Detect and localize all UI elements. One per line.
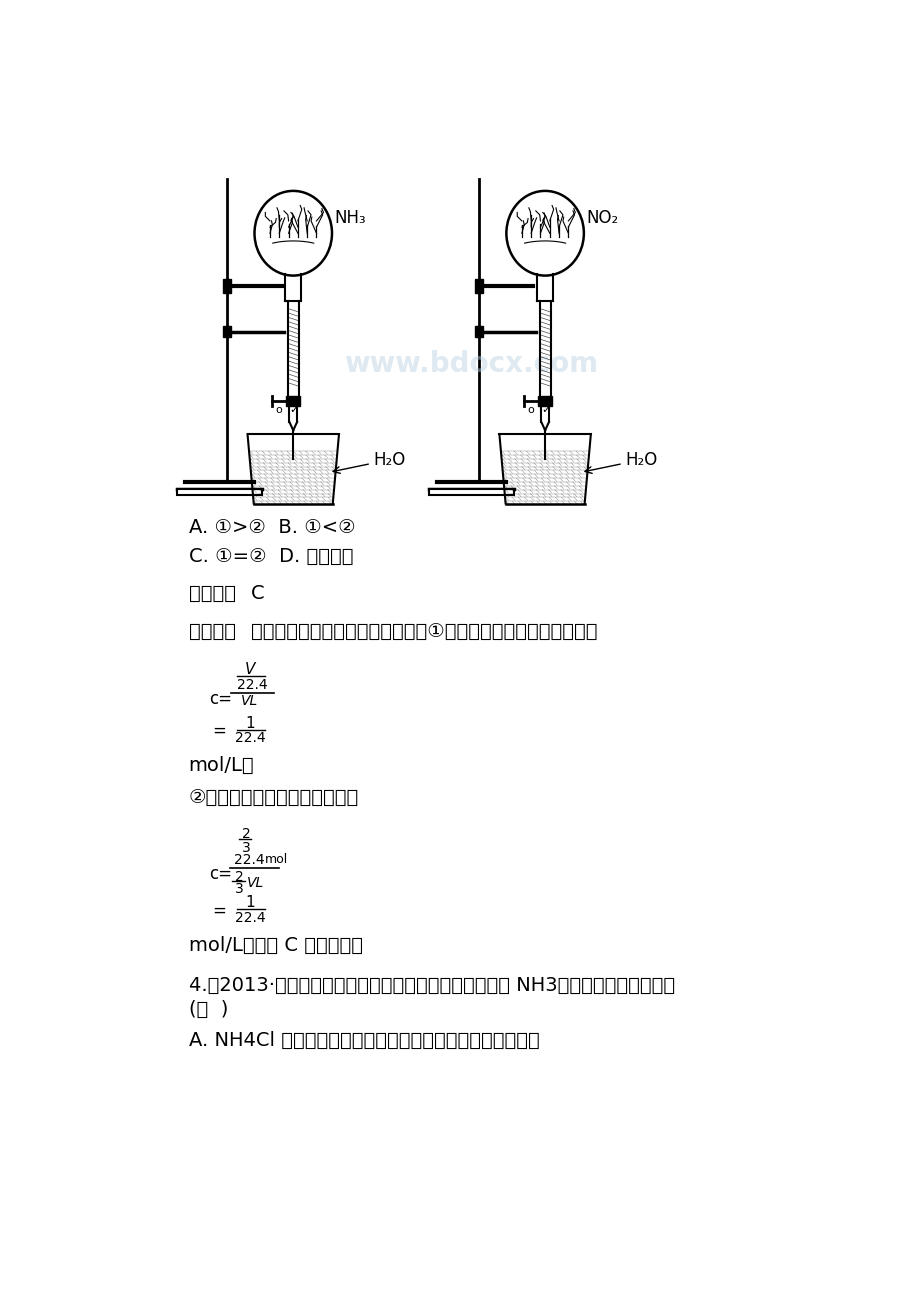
Text: 【点拨】: 【点拨】: [188, 622, 235, 641]
Text: c=: c=: [210, 866, 233, 884]
Text: mol/L；: mol/L；: [188, 756, 254, 775]
Text: (　  ): ( ): [188, 1000, 228, 1019]
Text: ✓: ✓: [289, 405, 299, 415]
Ellipse shape: [505, 191, 584, 276]
Bar: [538, 397, 551, 406]
Text: ②中物质的量浓度计算公式为：: ②中物质的量浓度计算公式为：: [188, 789, 358, 807]
Text: =: =: [211, 901, 225, 919]
Text: V: V: [245, 663, 255, 677]
Text: VL: VL: [246, 876, 264, 891]
Text: A. ①>②  B. ①<②: A. ①>② B. ①<②: [188, 518, 355, 538]
Text: VL: VL: [241, 694, 258, 708]
Text: 4.（2013·试题调研）为了在实验室更简便地制取干燥的 NH3，下列方法中适合的是: 4.（2013·试题调研）为了在实验室更简便地制取干燥的 NH3，下列方法中适合…: [188, 975, 674, 995]
Text: =: =: [211, 723, 225, 741]
Bar: [223, 279, 231, 293]
Text: 22.4: 22.4: [235, 911, 266, 924]
Text: C. ①=②  D. 不能确定: C. ①=② D. 不能确定: [188, 547, 353, 566]
Text: 假设两个容器的状况为标准状况，①中物质的量浓度计算公式为：: 假设两个容器的状况为标准状况，①中物质的量浓度计算公式为：: [250, 622, 596, 641]
Text: H₂O: H₂O: [584, 450, 657, 474]
Text: o: o: [527, 405, 533, 415]
Text: 2: 2: [242, 827, 251, 841]
Text: 3: 3: [242, 841, 251, 855]
Text: C: C: [250, 583, 264, 603]
Ellipse shape: [255, 191, 332, 276]
Text: H₂O: H₂O: [333, 450, 405, 474]
Text: 22.4: 22.4: [235, 732, 266, 746]
Text: o: o: [275, 405, 282, 415]
Text: www.bdocx.com: www.bdocx.com: [344, 350, 598, 378]
Text: ✓: ✓: [540, 405, 550, 415]
Text: NH₃: NH₃: [334, 208, 366, 227]
Text: 【答案】: 【答案】: [188, 583, 235, 603]
Text: mol/L，因此 C 选项正确。: mol/L，因此 C 选项正确。: [188, 935, 362, 954]
Text: A. NH4Cl 与浓硫酸混合共热，生成的气体用碘石灰进行干燥: A. NH4Cl 与浓硫酸混合共热，生成的气体用碘石灰进行干燥: [188, 1031, 539, 1049]
Text: 1: 1: [245, 896, 255, 910]
Text: 22.4: 22.4: [237, 677, 267, 691]
Bar: [475, 327, 482, 337]
Text: 3: 3: [235, 883, 244, 896]
Text: NO₂: NO₂: [585, 208, 618, 227]
Bar: [223, 327, 231, 337]
Text: 22.4: 22.4: [233, 853, 264, 867]
Bar: [176, 488, 262, 495]
Text: 1: 1: [245, 716, 255, 730]
Text: 2: 2: [235, 870, 244, 884]
Bar: [286, 397, 300, 406]
Bar: [475, 279, 482, 293]
Text: mol: mol: [265, 853, 288, 866]
Bar: [428, 488, 514, 495]
Text: c=: c=: [210, 690, 233, 708]
